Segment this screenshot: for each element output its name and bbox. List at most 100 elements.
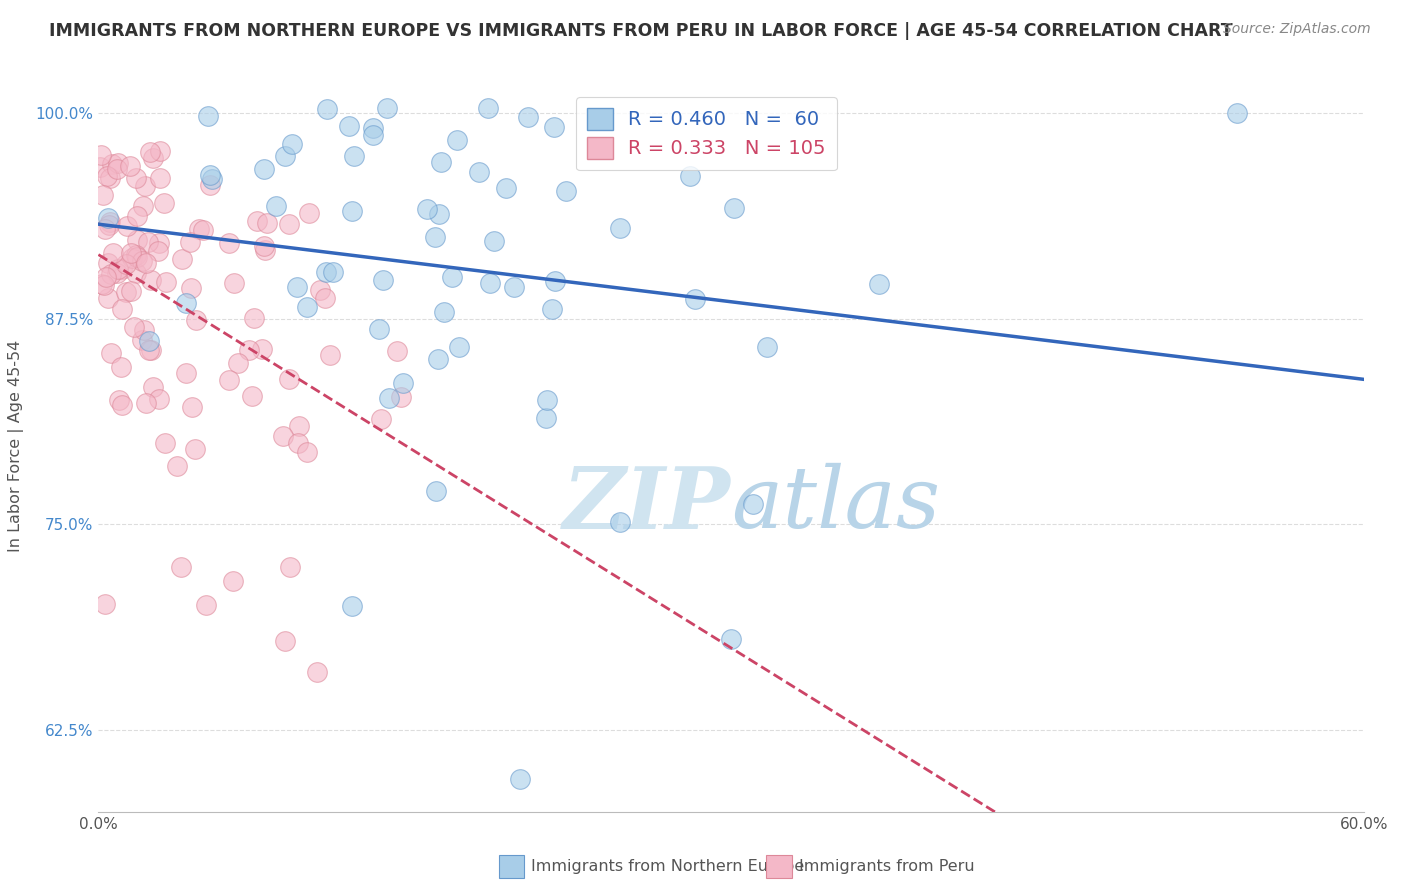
Point xyxy=(125,248,148,262)
Point xyxy=(131,334,153,348)
Point xyxy=(536,392,558,407)
Point xyxy=(120,284,142,298)
Point xyxy=(200,178,222,192)
Point xyxy=(391,376,413,391)
Point xyxy=(484,234,506,248)
Point xyxy=(101,157,124,171)
Point xyxy=(425,230,447,244)
Point xyxy=(135,256,157,270)
Point xyxy=(107,156,129,170)
Point xyxy=(416,202,439,217)
Point xyxy=(93,278,115,293)
Point xyxy=(319,348,342,362)
Point xyxy=(135,395,157,409)
Point xyxy=(253,243,276,257)
Point xyxy=(142,380,165,394)
Point xyxy=(100,346,122,360)
Point xyxy=(308,284,330,298)
Point xyxy=(277,217,299,231)
Point xyxy=(446,133,468,147)
Point xyxy=(97,291,120,305)
Point xyxy=(122,319,145,334)
Point xyxy=(105,266,128,280)
Point xyxy=(91,277,114,291)
Point xyxy=(125,210,148,224)
Point xyxy=(138,343,160,358)
Point xyxy=(432,305,454,319)
Point xyxy=(218,236,240,251)
Point xyxy=(174,295,197,310)
Point xyxy=(201,171,224,186)
Point xyxy=(534,411,557,425)
Point xyxy=(134,323,156,337)
Point xyxy=(103,246,125,260)
Point xyxy=(756,340,779,354)
Point xyxy=(253,162,276,177)
Point xyxy=(679,169,702,184)
Point xyxy=(544,274,567,288)
Point xyxy=(115,256,138,270)
Point xyxy=(184,442,207,456)
Point xyxy=(100,267,122,281)
Point xyxy=(246,214,269,228)
Point xyxy=(90,148,112,162)
Point xyxy=(720,632,742,647)
Point xyxy=(314,291,336,305)
Text: Immigrants from Northern Europe: Immigrants from Northern Europe xyxy=(531,859,804,873)
Point xyxy=(180,400,202,414)
Point xyxy=(131,254,153,268)
Point xyxy=(134,179,156,194)
Point xyxy=(139,343,162,357)
Point xyxy=(238,343,260,358)
Text: ZIP: ZIP xyxy=(564,463,731,546)
Point xyxy=(477,101,499,115)
Point xyxy=(153,435,176,450)
Point xyxy=(278,559,301,574)
Point xyxy=(285,280,308,294)
Point xyxy=(93,221,115,235)
Point xyxy=(166,458,188,473)
Point xyxy=(170,252,193,266)
Point xyxy=(543,120,565,135)
Point xyxy=(197,109,219,123)
Point xyxy=(194,598,217,612)
Point xyxy=(479,276,502,290)
Point xyxy=(110,302,132,317)
Point xyxy=(94,269,117,284)
Point xyxy=(138,145,160,160)
Point xyxy=(305,665,328,679)
Point xyxy=(277,372,299,386)
Point xyxy=(609,515,631,529)
Point xyxy=(155,275,177,289)
Point xyxy=(148,244,170,258)
Point xyxy=(429,154,451,169)
Point xyxy=(125,266,148,280)
Point xyxy=(367,322,389,336)
Point xyxy=(295,300,318,314)
Point xyxy=(503,279,526,293)
Point xyxy=(139,273,162,287)
Point xyxy=(111,262,134,277)
Point xyxy=(1226,106,1249,120)
Point xyxy=(148,144,170,158)
Point xyxy=(180,281,202,295)
Point xyxy=(240,389,263,403)
Point xyxy=(114,285,136,300)
Point xyxy=(94,597,117,611)
Point xyxy=(91,187,114,202)
Point xyxy=(105,161,128,176)
Point xyxy=(218,373,240,387)
Point xyxy=(273,149,295,163)
Point xyxy=(343,149,366,163)
Point xyxy=(125,170,148,185)
Point xyxy=(425,484,447,499)
Point xyxy=(98,218,121,232)
Point xyxy=(149,171,172,186)
Point xyxy=(198,168,221,182)
Point xyxy=(153,196,176,211)
Point xyxy=(337,120,360,134)
Text: IMMIGRANTS FROM NORTHERN EUROPE VS IMMIGRANTS FROM PERU IN LABOR FORCE | AGE 45-: IMMIGRANTS FROM NORTHERN EUROPE VS IMMIG… xyxy=(49,22,1233,40)
Point xyxy=(274,634,297,648)
Point xyxy=(111,398,134,412)
Point xyxy=(449,340,471,354)
